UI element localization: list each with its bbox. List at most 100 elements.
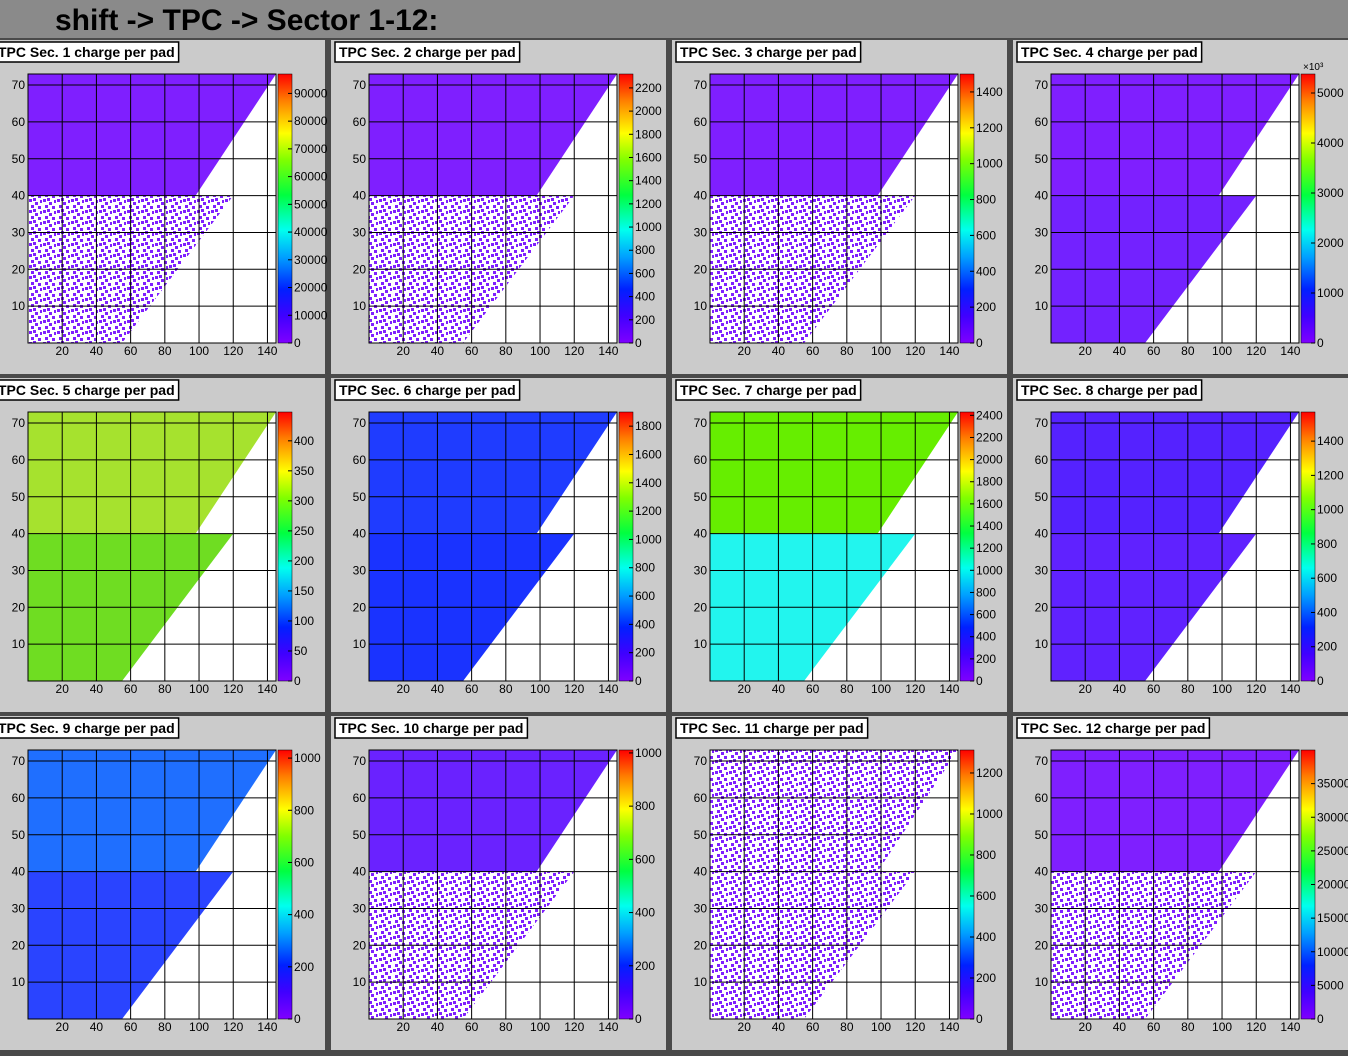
x-tick-label: 20: [1079, 1020, 1093, 1034]
x-tick-label: 80: [1181, 1020, 1195, 1034]
panel-title: TPC Sec. 1 charge per pad: [0, 44, 175, 60]
color-bar-label: 1400: [976, 85, 1003, 99]
x-tick-label: 120: [905, 344, 925, 358]
x-tick-label: 60: [1147, 344, 1161, 358]
panel-title-box: [675, 717, 869, 739]
y-tick-label: 50: [12, 152, 26, 166]
color-bar-label: 20000: [1317, 878, 1348, 892]
header-bar: [0, 0, 1348, 38]
color-bar-label: 1000: [635, 220, 662, 234]
y-tick-label: 60: [1035, 115, 1049, 129]
y-tick-label: 10: [12, 975, 26, 989]
color-bar-label: 0: [294, 674, 301, 688]
y-tick-label: 30: [694, 563, 708, 577]
color-bar-label: 25000: [1317, 844, 1348, 858]
color-bar-label: 800: [976, 193, 996, 207]
color-bar-label: 200: [976, 652, 996, 666]
y-tick-label: 20: [353, 938, 367, 952]
color-bar-label: 0: [635, 336, 642, 350]
y-tick-label: 70: [12, 754, 26, 768]
color-bar-label: 400: [635, 906, 655, 920]
x-tick-label: 140: [598, 344, 618, 358]
panel: 20 40 60 80 100 120 140 10 20 30 40 50 60 70 0 200 400 60…: [672, 40, 1007, 374]
color-bar-label: 400: [976, 264, 996, 278]
color-bar-label: 400: [635, 617, 655, 631]
x-tick-label: 100: [189, 682, 209, 696]
x-tick-label: 120: [223, 682, 243, 696]
y-tick-label: 20: [353, 262, 367, 276]
y-tick-label: 50: [1035, 152, 1049, 166]
outer-sector-region: [710, 74, 958, 196]
color-bar-label: 200: [294, 960, 314, 974]
color-bar-label: 1600: [635, 150, 662, 164]
outer-sector-region: [369, 74, 617, 196]
color-bar-label: 1400: [635, 174, 662, 188]
x-tick-label: 60: [806, 682, 820, 696]
color-bar: [618, 749, 634, 1020]
x-tick-label: 140: [939, 682, 959, 696]
color-bar-label: 1000: [976, 563, 1003, 577]
x-tick-label: 60: [124, 682, 138, 696]
y-tick-label: 30: [353, 225, 367, 239]
y-tick-label: 40: [1035, 527, 1049, 541]
panel-title: TPC Sec. 4 charge per pad: [1021, 44, 1198, 60]
y-tick-label: 40: [12, 527, 26, 541]
y-tick-label: 60: [1035, 453, 1049, 467]
outer-sector-region: [28, 412, 276, 534]
color-bar-label: 30000: [1317, 810, 1348, 824]
color-bar: [277, 73, 293, 344]
color-bar-label: 800: [1317, 537, 1337, 551]
color-bar-label: 600: [635, 589, 655, 603]
x-tick-label: 40: [431, 682, 445, 696]
color-bar-label: 800: [635, 243, 655, 257]
y-tick-label: 40: [1035, 189, 1049, 203]
x-tick-label: 140: [939, 1020, 959, 1034]
color-bar-label: 1000: [1317, 286, 1344, 300]
color-bar-label: 0: [635, 674, 642, 688]
color-bar-label: 600: [294, 855, 314, 869]
outer-sector-region: [710, 412, 958, 534]
color-bar-label: 3000: [1317, 186, 1344, 200]
color-bar-label: 10000: [1317, 945, 1348, 959]
x-tick-label: 40: [1113, 1020, 1127, 1034]
outer-sector-region: [369, 750, 617, 872]
x-tick-label: 20: [56, 344, 70, 358]
x-tick-label: 80: [158, 682, 172, 696]
x-tick-label: 60: [1147, 682, 1161, 696]
y-tick-label: 60: [694, 453, 708, 467]
y-tick-label: 70: [1035, 78, 1049, 92]
color-bar-label: 600: [976, 228, 996, 242]
x-tick-label: 100: [871, 344, 891, 358]
y-tick-label: 70: [694, 78, 708, 92]
x-tick-label: 140: [1280, 682, 1300, 696]
y-tick-label: 40: [694, 527, 708, 541]
color-bar-label: 10000: [294, 308, 328, 322]
y-tick-label: 40: [1035, 865, 1049, 879]
color-bar-label: 600: [976, 889, 996, 903]
y-tick-label: 20: [694, 600, 708, 614]
y-tick-label: 60: [353, 791, 367, 805]
x-tick-label: 20: [397, 682, 411, 696]
header-title: shift -> TPC -> Sector 1-12:: [55, 4, 438, 37]
x-tick-label: 80: [158, 1020, 172, 1034]
x-tick-label: 80: [840, 344, 854, 358]
plot-frame: [368, 411, 618, 682]
color-bar-label: 5000: [1317, 86, 1344, 100]
color-bar-label: 1200: [976, 766, 1003, 780]
x-tick-label: 60: [465, 682, 479, 696]
x-tick-label: 20: [738, 1020, 752, 1034]
x-tick-label: 80: [840, 682, 854, 696]
color-bar-label: 800: [976, 585, 996, 599]
y-tick-label: 20: [12, 938, 26, 952]
y-tick-label: 60: [353, 453, 367, 467]
y-tick-label: 50: [353, 490, 367, 504]
y-tick-label: 30: [1035, 563, 1049, 577]
x-tick-label: 60: [465, 1020, 479, 1034]
color-bar-label: 40000: [294, 225, 328, 239]
color-bar-label: 15000: [1317, 911, 1348, 925]
panel-title-box: [675, 379, 862, 401]
panel: 20 40 60 80 100 120 140 10 20 30 40 50 60 70 0 200 400 60…: [331, 378, 666, 712]
x-tick-label: 100: [1212, 682, 1232, 696]
x-tick-label: 80: [1181, 682, 1195, 696]
